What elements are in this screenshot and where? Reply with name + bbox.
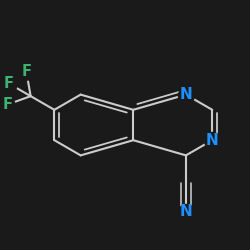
Text: N: N — [180, 204, 192, 219]
Text: F: F — [4, 76, 14, 91]
Text: N: N — [206, 133, 218, 148]
Text: F: F — [2, 97, 12, 112]
Text: N: N — [180, 87, 192, 102]
Text: F: F — [21, 64, 31, 79]
